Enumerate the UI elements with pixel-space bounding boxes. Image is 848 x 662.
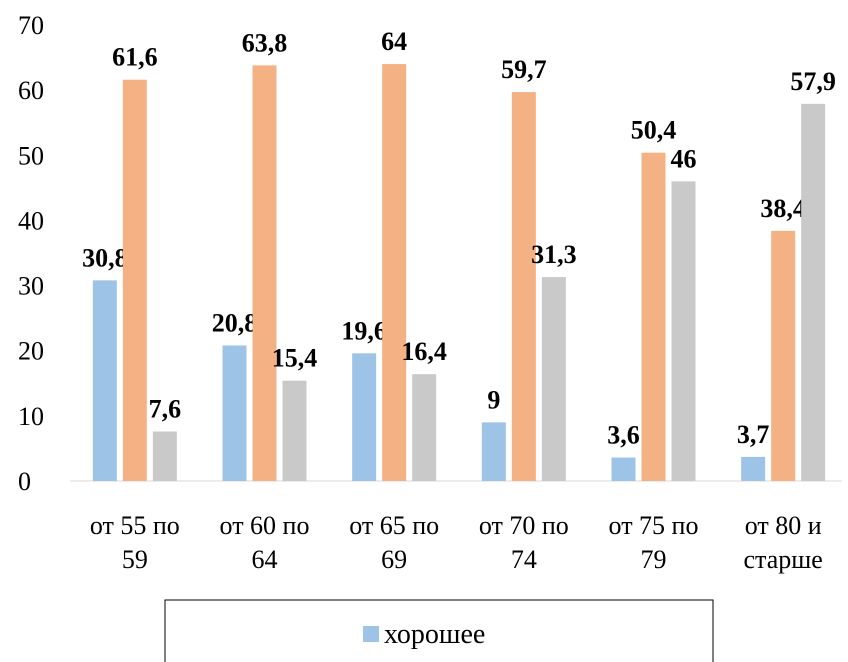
data-label: 63,8 [242, 28, 288, 57]
y-tick-label: 0 [18, 467, 31, 496]
x-tick-label: от 80 и [745, 511, 822, 540]
bar [541, 277, 566, 481]
bar [382, 64, 407, 481]
bar [771, 230, 796, 481]
x-tick-label: от 70 по [479, 511, 569, 540]
bar [122, 79, 147, 481]
legend-box [164, 599, 714, 662]
bar [412, 374, 437, 481]
y-tick-label: 40 [18, 206, 44, 235]
data-label: 38,4 [760, 194, 806, 223]
data-label: 59,7 [501, 55, 547, 84]
bar [92, 280, 117, 481]
bar [252, 65, 277, 481]
bar [671, 181, 696, 482]
bar [611, 457, 636, 481]
data-label: 61,6 [112, 43, 158, 72]
x-tick-label: от 60 по [220, 511, 310, 540]
y-tick-label: 30 [18, 272, 44, 301]
y-tick-label: 10 [18, 402, 44, 431]
data-label: 64 [381, 27, 407, 56]
legend-swatch [363, 626, 379, 642]
x-tick-label: 64 [252, 545, 278, 574]
y-tick-label: 70 [18, 11, 44, 40]
bar [481, 422, 506, 481]
x-tick-label: 74 [511, 545, 537, 574]
x-tick-label: 79 [641, 545, 667, 574]
bar [352, 353, 377, 481]
data-label: 20,8 [212, 309, 258, 338]
bar [801, 103, 826, 481]
data-label: 7,6 [149, 394, 182, 423]
data-label: 19,6 [341, 316, 387, 345]
data-label: 30,8 [82, 243, 128, 272]
x-tick-label: 69 [381, 545, 407, 574]
bar [152, 431, 177, 481]
data-label: 3,7 [737, 420, 770, 449]
data-label: 9 [487, 385, 500, 414]
data-label: 31,3 [531, 240, 577, 269]
data-label: 50,4 [631, 116, 677, 145]
data-label: 46 [671, 144, 697, 173]
data-label: 3,6 [607, 421, 640, 450]
bar [741, 456, 766, 481]
y-tick-label: 20 [18, 337, 44, 366]
bar [222, 345, 247, 481]
x-tick-label: 59 [122, 545, 148, 574]
data-label: 15,4 [272, 344, 318, 373]
x-tick-label: старше [744, 545, 823, 574]
bar [511, 92, 536, 482]
y-tick-label: 50 [18, 141, 44, 170]
legend-label: хорошее [384, 619, 485, 650]
x-tick-label: от 55 по [90, 511, 180, 540]
bar [641, 152, 666, 481]
data-label: 57,9 [790, 67, 836, 96]
x-tick-label: от 75 по [609, 511, 699, 540]
data-label: 16,4 [401, 337, 447, 366]
bar [282, 380, 307, 481]
y-tick-label: 60 [18, 76, 44, 105]
x-tick-label: от 65 по [349, 511, 439, 540]
